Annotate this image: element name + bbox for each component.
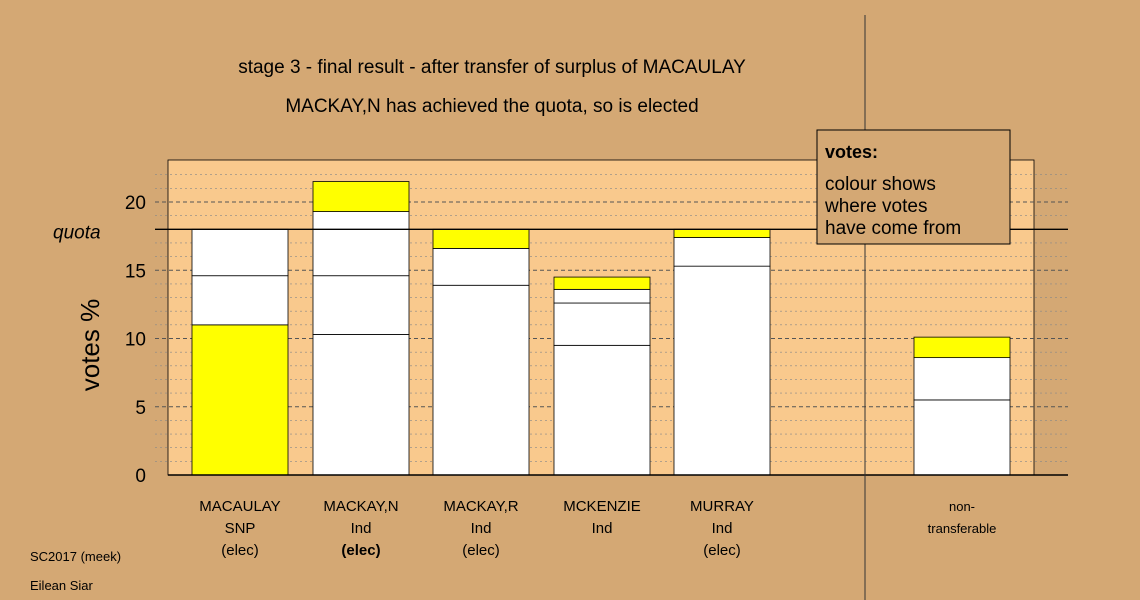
bar-segment [312, 275, 410, 335]
x-category-label: MCKENZIE [563, 498, 641, 515]
legend-box: votes: colour shows where votes have com… [816, 129, 1011, 245]
x-axis-labels: MACAULAY SNP (elec) MACKAY,N Ind (elec) MACKAY… [199, 498, 996, 559]
bar-segment [432, 228, 530, 249]
x-category-label: MACKAY,R [443, 498, 518, 515]
x-category-label: MURRAY [690, 498, 754, 515]
x-category-label: MACAULAY [199, 498, 280, 515]
x-category-label: non- [949, 499, 975, 514]
x-category-label: (elec) [462, 542, 500, 559]
quota-label: quota [53, 222, 101, 243]
footer-line-2: Eilean Siar [30, 578, 94, 593]
legend-line-2: where votes [824, 196, 927, 217]
bar-segment [673, 228, 771, 238]
bar-segment [553, 344, 651, 476]
bar-segment [191, 324, 289, 476]
bar-segment [913, 357, 1011, 401]
x-category-label: MACKAY,N [323, 498, 398, 515]
legend-line-1: colour shows [825, 174, 936, 195]
bar-segment [312, 181, 410, 212]
x-category-label: (elec) [703, 542, 741, 559]
chart-subtitle: MACKAY,N has achieved the quota, so is e… [285, 96, 698, 117]
x-category-label: Ind [471, 520, 492, 537]
bar-segment [913, 399, 1011, 476]
y-tick-label: 20 [125, 193, 146, 214]
bars [191, 181, 1011, 476]
x-category-label: Ind [592, 520, 613, 537]
x-category-label: SNP [225, 520, 256, 537]
legend-title: votes: [825, 142, 878, 162]
bar-segment [673, 237, 771, 267]
x-category-label: (elec) [341, 542, 380, 559]
bar-segment [432, 248, 530, 286]
y-tick-label: 0 [135, 466, 146, 487]
y-tick-label: 10 [125, 330, 146, 351]
x-category-label: Ind [351, 520, 372, 537]
bar-segment [553, 302, 651, 346]
legend-frame [816, 129, 1011, 245]
bar-segment [191, 228, 289, 277]
y-tick-label: 5 [135, 398, 146, 419]
x-category-label: transferable [928, 521, 997, 536]
footer-line-1: SC2017 (meek) [30, 549, 121, 564]
bar-segment [913, 336, 1011, 359]
bar-segment [673, 265, 771, 476]
y-tick-label: 15 [125, 261, 146, 282]
bar-segment [312, 211, 410, 277]
x-category-label: (elec) [221, 542, 259, 559]
bar-segment [432, 284, 530, 476]
y-axis-label: votes % [75, 299, 105, 392]
bar-segment [553, 288, 651, 304]
legend-line-3: have come from [825, 218, 961, 239]
bar-segment [191, 275, 289, 326]
bar-segment [553, 276, 651, 290]
bar-segment [312, 334, 410, 476]
chart-title: stage 3 - final result - after transfer … [238, 57, 746, 78]
x-category-label: Ind [712, 520, 733, 537]
y-axis-ticks: 0 5 10 15 20 [125, 193, 146, 487]
